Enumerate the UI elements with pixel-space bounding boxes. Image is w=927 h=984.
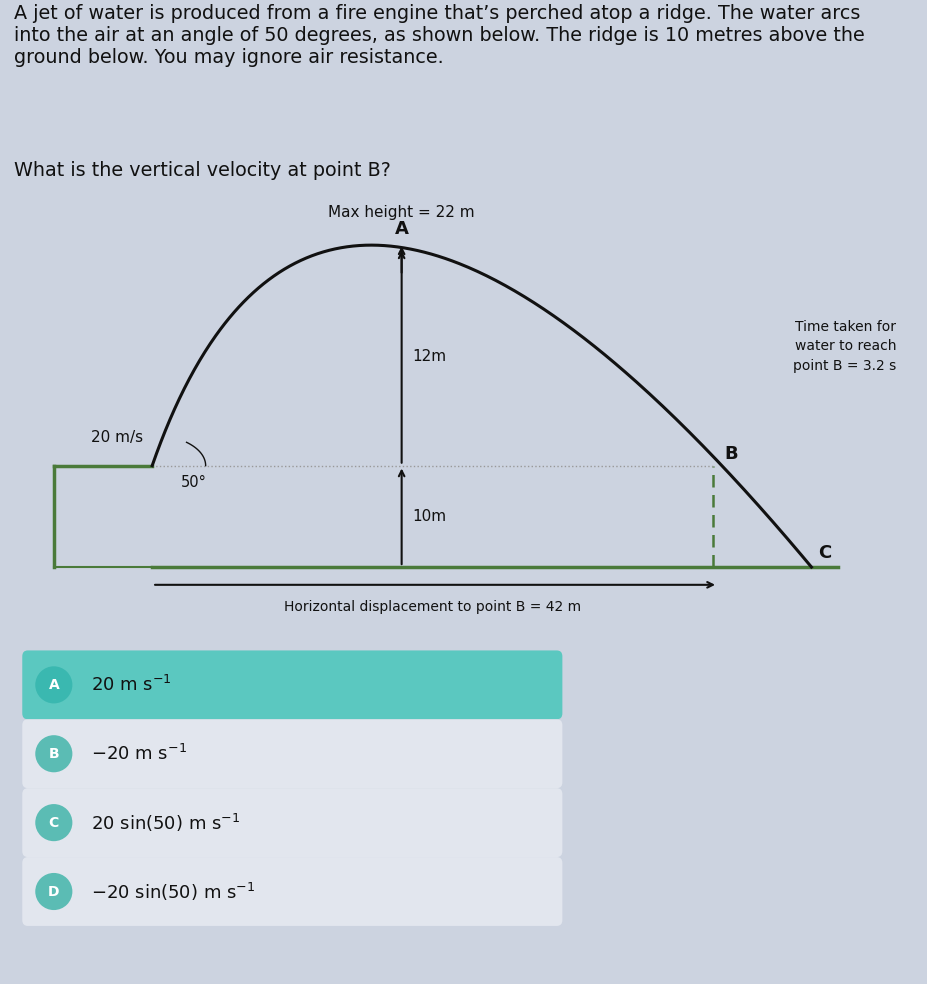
Text: 20 m/s: 20 m/s [91,430,143,445]
Text: 10m: 10m [412,509,446,523]
Text: 20 m s$^{-1}$: 20 m s$^{-1}$ [91,675,171,695]
Text: What is the vertical velocity at point B?: What is the vertical velocity at point B… [14,161,390,180]
Text: D: D [48,885,59,898]
Text: Horizontal displacement to point B = 42 m: Horizontal displacement to point B = 42 … [284,600,580,614]
Text: C: C [48,816,59,830]
Text: A: A [394,220,408,238]
Text: 12m: 12m [412,349,446,364]
Text: $-$20 m s$^{-1}$: $-$20 m s$^{-1}$ [91,744,186,764]
Text: Max height = 22 m: Max height = 22 m [328,205,475,219]
Text: C: C [818,544,831,562]
Text: A jet of water is produced from a fire engine that’s perched atop a ridge. The w: A jet of water is produced from a fire e… [14,4,864,67]
Text: $-$20 sin(50) m s$^{-1}$: $-$20 sin(50) m s$^{-1}$ [91,881,255,902]
Text: B: B [723,445,737,463]
Text: B: B [48,747,59,761]
Text: 20 sin(50) m s$^{-1}$: 20 sin(50) m s$^{-1}$ [91,812,240,833]
Text: 50°: 50° [181,474,207,490]
Text: A: A [48,678,59,692]
Text: Time taken for
water to reach
point B = 3.2 s: Time taken for water to reach point B = … [792,320,895,373]
